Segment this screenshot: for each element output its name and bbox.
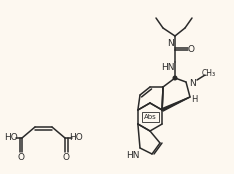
Text: N: N (167, 38, 173, 48)
Text: H: H (191, 94, 197, 104)
Text: O: O (187, 45, 194, 53)
Text: N: N (190, 78, 196, 88)
Text: HN: HN (126, 152, 140, 160)
Text: CH₃: CH₃ (202, 69, 216, 77)
Text: HO: HO (4, 133, 18, 143)
Polygon shape (161, 97, 190, 111)
Circle shape (173, 76, 177, 80)
Text: HO: HO (69, 133, 83, 143)
Text: O: O (17, 152, 24, 161)
Text: HN: HN (161, 64, 175, 73)
Text: Abs: Abs (144, 114, 156, 120)
Text: O: O (62, 152, 69, 161)
